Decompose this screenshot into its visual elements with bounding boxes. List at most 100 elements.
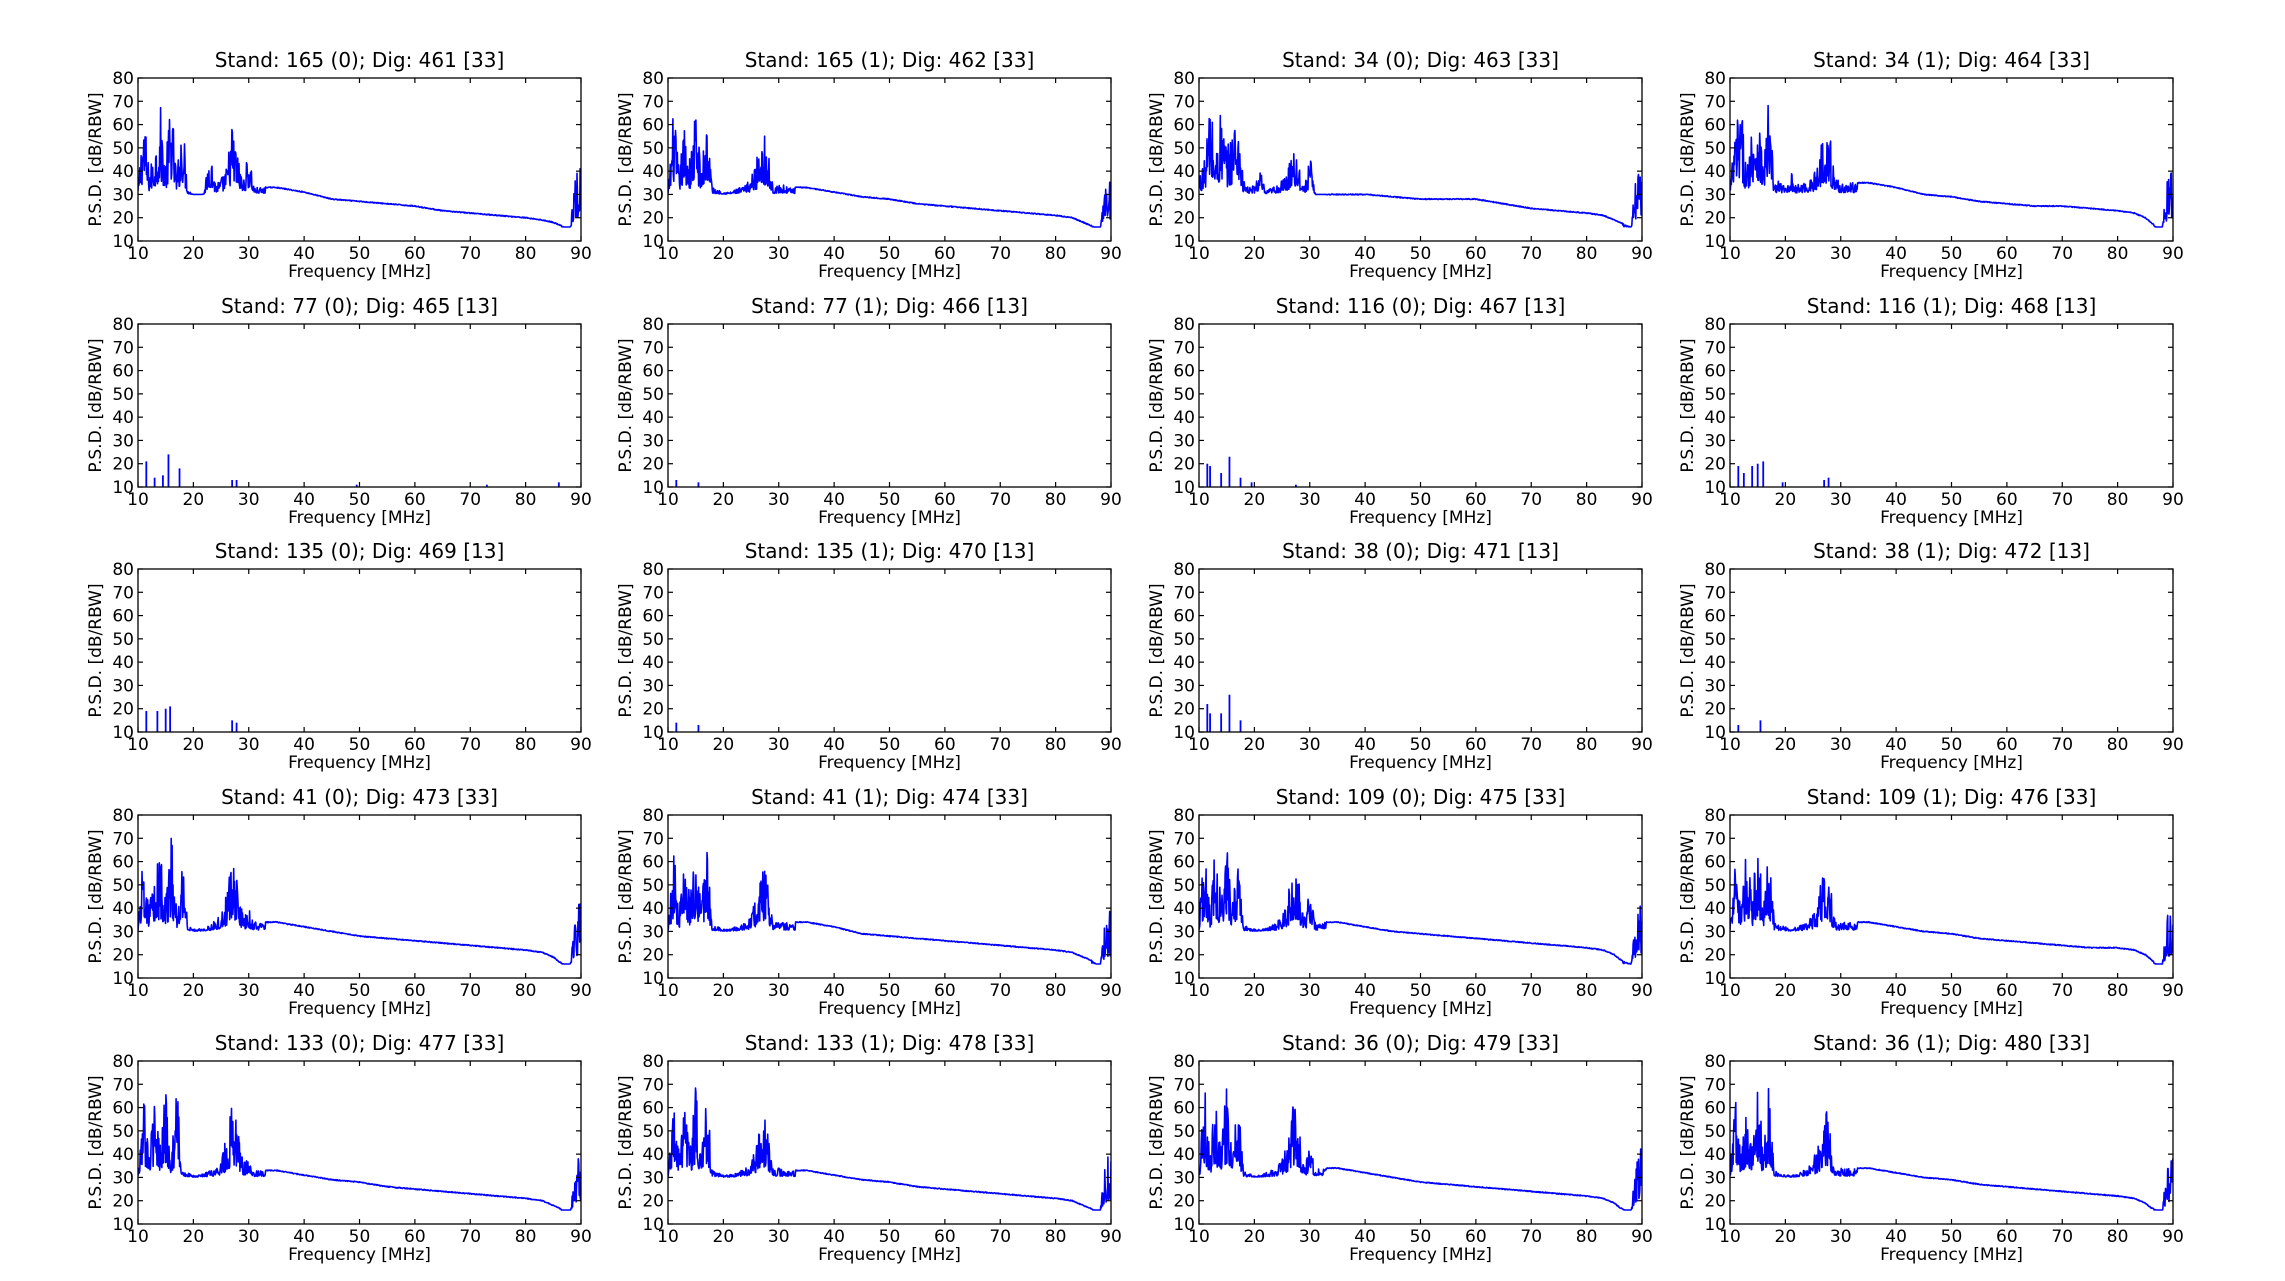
y-tick-label: 60 bbox=[1704, 1099, 1726, 1119]
x-tick-label: 20 bbox=[183, 981, 205, 1001]
x-tick-label: 40 bbox=[823, 244, 845, 264]
y-tick-label: 10 bbox=[1704, 1215, 1726, 1235]
y-tick-label: 40 bbox=[1704, 899, 1726, 919]
x-tick-label: 40 bbox=[823, 735, 845, 755]
subplot: Stand: 165 (1); Dig: 462 [33] 10 20 30 40 50 6… bbox=[616, 48, 1122, 282]
y-tick-label: 80 bbox=[1173, 69, 1195, 89]
x-tick-label: 10 bbox=[657, 490, 679, 510]
subplot: Stand: 116 (0); Dig: 467 [13] 10 20 30 40 50 6… bbox=[1147, 294, 1653, 528]
y-tick-label: 20 bbox=[642, 700, 664, 720]
x-tick-label: 60 bbox=[1996, 490, 2018, 510]
x-axis-label: Frequency [MHz] bbox=[1349, 508, 1492, 528]
y-tick-label: 60 bbox=[1704, 853, 1726, 873]
y-tick-label: 50 bbox=[112, 630, 134, 650]
x-tick-label: 10 bbox=[1188, 490, 1210, 510]
x-tick-label: 10 bbox=[657, 981, 679, 1001]
x-tick-label: 50 bbox=[879, 244, 901, 264]
axes-frame bbox=[667, 1060, 1112, 1225]
x-tick-label: 60 bbox=[404, 244, 426, 264]
psd-trace bbox=[138, 1094, 581, 1211]
x-tick-label: 50 bbox=[1941, 490, 1963, 510]
x-tick-label: 20 bbox=[1244, 735, 1266, 755]
y-tick-label: 70 bbox=[1173, 338, 1195, 358]
x-tick-label: 80 bbox=[2107, 490, 2129, 510]
y-tick-label: 30 bbox=[1704, 676, 1726, 696]
y-tick-label: 80 bbox=[1704, 1052, 1726, 1072]
x-tick-label: 10 bbox=[127, 981, 149, 1001]
y-tick-label: 70 bbox=[1704, 92, 1726, 112]
y-tick-label: 70 bbox=[1704, 338, 1726, 358]
x-tick-label: 10 bbox=[1719, 981, 1741, 1001]
subplot-title: Stand: 165 (0); Dig: 461 [33] bbox=[215, 48, 505, 72]
y-tick-label: 30 bbox=[642, 676, 664, 696]
x-tick-label: 90 bbox=[1631, 244, 1653, 264]
x-tick-label: 90 bbox=[1100, 244, 1122, 264]
y-axis-label: P.S.D. [dB/RBW] bbox=[616, 92, 636, 226]
x-tick-label: 30 bbox=[1830, 735, 1852, 755]
subplot: Stand: 116 (1); Dig: 468 [13] 10 20 30 40 50 6… bbox=[1678, 294, 2184, 528]
x-tick-label: 40 bbox=[1885, 735, 1907, 755]
y-tick-label: 20 bbox=[112, 700, 134, 720]
y-tick-label: 10 bbox=[1173, 723, 1195, 743]
x-tick-label: 50 bbox=[1941, 981, 1963, 1001]
x-tick-label: 30 bbox=[1830, 244, 1852, 264]
x-axis-label: Frequency [MHz] bbox=[288, 508, 431, 528]
x-tick-label: 30 bbox=[1299, 490, 1321, 510]
axes-frame bbox=[1198, 77, 1643, 242]
y-tick-label: 70 bbox=[1173, 92, 1195, 112]
axes-frame bbox=[667, 568, 1112, 733]
x-tick-label: 40 bbox=[1885, 1227, 1907, 1247]
subplot-title: Stand: 41 (1); Dig: 474 [33] bbox=[751, 785, 1028, 809]
subplot-title: Stand: 77 (1); Dig: 466 [13] bbox=[751, 294, 1028, 318]
x-tick-label: 30 bbox=[1299, 981, 1321, 1001]
y-tick-label: 70 bbox=[1173, 1075, 1195, 1095]
subplot: Stand: 41 (0); Dig: 473 [33] 10 20 30 40 50 60… bbox=[86, 785, 592, 1019]
y-tick-label: 80 bbox=[112, 315, 134, 335]
y-tick-label: 40 bbox=[642, 899, 664, 919]
psd-trace bbox=[1199, 114, 1642, 228]
y-tick-label: 60 bbox=[1173, 362, 1195, 382]
y-tick-label: 30 bbox=[1704, 1168, 1726, 1188]
x-tick-label: 40 bbox=[1885, 490, 1907, 510]
psd-trace bbox=[1199, 1088, 1642, 1211]
axes-frame bbox=[1198, 814, 1643, 979]
x-tick-label: 60 bbox=[404, 981, 426, 1001]
axes-frame bbox=[1198, 1060, 1643, 1225]
x-tick-label: 40 bbox=[1354, 490, 1376, 510]
x-tick-label: 90 bbox=[1100, 735, 1122, 755]
y-tick-label: 20 bbox=[642, 1192, 664, 1212]
axes-frame bbox=[1198, 323, 1643, 488]
y-tick-label: 50 bbox=[1173, 385, 1195, 405]
y-axis-label: P.S.D. [dB/RBW] bbox=[1678, 583, 1698, 717]
y-tick-label: 70 bbox=[642, 338, 664, 358]
x-tick-label: 60 bbox=[1465, 735, 1487, 755]
subplot: Stand: 133 (0); Dig: 477 [33] 10 20 30 40 50 6… bbox=[86, 1031, 592, 1265]
x-tick-label: 90 bbox=[1631, 981, 1653, 1001]
y-tick-label: 60 bbox=[112, 116, 134, 136]
x-tick-label: 40 bbox=[823, 1227, 845, 1247]
y-tick-label: 80 bbox=[112, 806, 134, 826]
x-tick-label: 90 bbox=[570, 735, 592, 755]
x-tick-label: 60 bbox=[404, 1227, 426, 1247]
x-tick-label: 80 bbox=[515, 981, 537, 1001]
axes-frame bbox=[1198, 568, 1643, 733]
y-tick-label: 80 bbox=[112, 560, 134, 580]
y-tick-label: 50 bbox=[642, 1122, 664, 1142]
psd-trace bbox=[668, 1087, 1111, 1211]
x-tick-label: 80 bbox=[1576, 735, 1598, 755]
x-tick-label: 80 bbox=[1576, 981, 1598, 1001]
y-tick-label: 10 bbox=[112, 1215, 134, 1235]
y-tick-label: 80 bbox=[1173, 806, 1195, 826]
y-tick-label: 70 bbox=[112, 829, 134, 849]
y-tick-label: 60 bbox=[1173, 853, 1195, 873]
x-tick-label: 60 bbox=[1996, 244, 2018, 264]
x-tick-label: 30 bbox=[768, 1227, 790, 1247]
y-tick-label: 60 bbox=[1704, 116, 1726, 136]
y-tick-label: 30 bbox=[112, 185, 134, 205]
x-tick-label: 40 bbox=[1885, 981, 1907, 1001]
axes-frame bbox=[1729, 77, 2174, 242]
x-tick-label: 50 bbox=[1410, 735, 1432, 755]
subplot: Stand: 41 (1); Dig: 474 [33] 10 20 30 40 50 60… bbox=[616, 785, 1122, 1019]
x-axis-label: Frequency [MHz] bbox=[1880, 262, 2023, 282]
x-tick-label: 50 bbox=[349, 244, 371, 264]
